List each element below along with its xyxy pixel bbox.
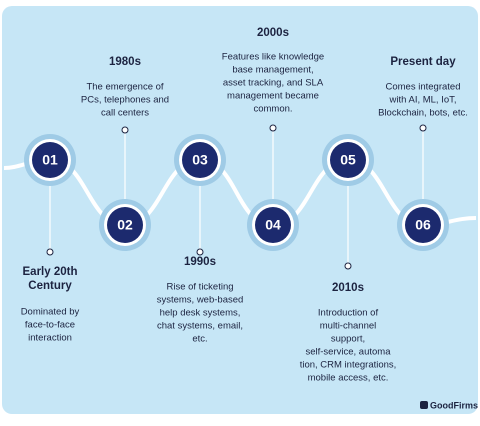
era-description: Features like knowledge (222, 52, 324, 63)
milestone: 04 2000s Features like knowledge base manag… (222, 27, 324, 251)
era-description: Rise of ticketing (166, 282, 233, 293)
era-description: common. (253, 104, 292, 115)
era-description: interaction (28, 333, 72, 344)
step-number: 02 (117, 217, 133, 233)
era-description: The emergence of (86, 82, 163, 93)
era-description: Dominated by (21, 307, 80, 318)
era-description: asset tracking, and SLA (223, 78, 324, 89)
circle (405, 207, 441, 243)
era-description: Blockchain, bots, etc. (378, 108, 468, 119)
era-description: tion, CRM integrations, (300, 360, 397, 371)
era-title: 2010s (332, 282, 364, 294)
era-description: Comes integrated (386, 82, 461, 93)
step-number: 01 (42, 152, 58, 168)
era-title: Century (28, 280, 72, 292)
era-description: chat systems, email, (157, 321, 243, 332)
wave-line (3, 157, 477, 228)
era-description: self-service, automa (305, 347, 391, 358)
era-description: with AI, ML, IoT, (388, 95, 456, 106)
era-description: help desk systems, (160, 308, 241, 319)
era-description: Introduction of (318, 308, 379, 319)
circle (255, 207, 291, 243)
logo-icon (420, 401, 428, 409)
era-description: support, (331, 334, 365, 345)
circle (107, 207, 143, 243)
logo-text: GoodFirms (430, 400, 478, 410)
era-description: systems, web-based (157, 295, 244, 306)
era-title: 1980s (109, 56, 141, 68)
connector-dot (269, 124, 277, 132)
connector-dot (121, 126, 129, 134)
milestone: 01 Early 20th Century Dominated by face-to-f… (21, 134, 80, 344)
logo: GoodFirms (420, 400, 478, 410)
era-description: face-to-face (25, 320, 75, 331)
connector-dot (196, 248, 204, 256)
step-number: 04 (265, 217, 281, 233)
era-description: mobile access, etc. (308, 373, 389, 384)
era-title: 2000s (257, 27, 289, 39)
connector-dot (344, 262, 352, 270)
milestone: 06 Present day Comes integrated with AI, ML… (378, 56, 468, 251)
step-number: 06 (415, 217, 431, 233)
era-description: management became (227, 91, 319, 102)
connector-dot (46, 248, 54, 256)
step-number: 03 (192, 152, 208, 168)
step-number: 05 (340, 152, 356, 168)
era-title: Early 20th (23, 266, 78, 278)
era-description: call centers (101, 108, 149, 119)
era-title: 1990s (184, 256, 216, 268)
circle (32, 142, 68, 178)
era-description: PCs, telephones and (81, 95, 169, 106)
milestone: 05 2010s Introduction of multi-channel suppo… (300, 134, 397, 384)
background (2, 6, 478, 414)
connector-dot (419, 124, 427, 132)
circle (182, 142, 218, 178)
era-description: base management, (232, 65, 313, 76)
milestone: 02 1980s The emergence of PCs, telephones a… (81, 56, 169, 251)
milestone: 03 1990s Rise of ticketing systems, web-bas… (157, 134, 244, 345)
circle (330, 142, 366, 178)
era-description: etc. (192, 334, 207, 345)
era-title: Present day (390, 56, 456, 68)
era-description: multi-channel (320, 321, 377, 332)
